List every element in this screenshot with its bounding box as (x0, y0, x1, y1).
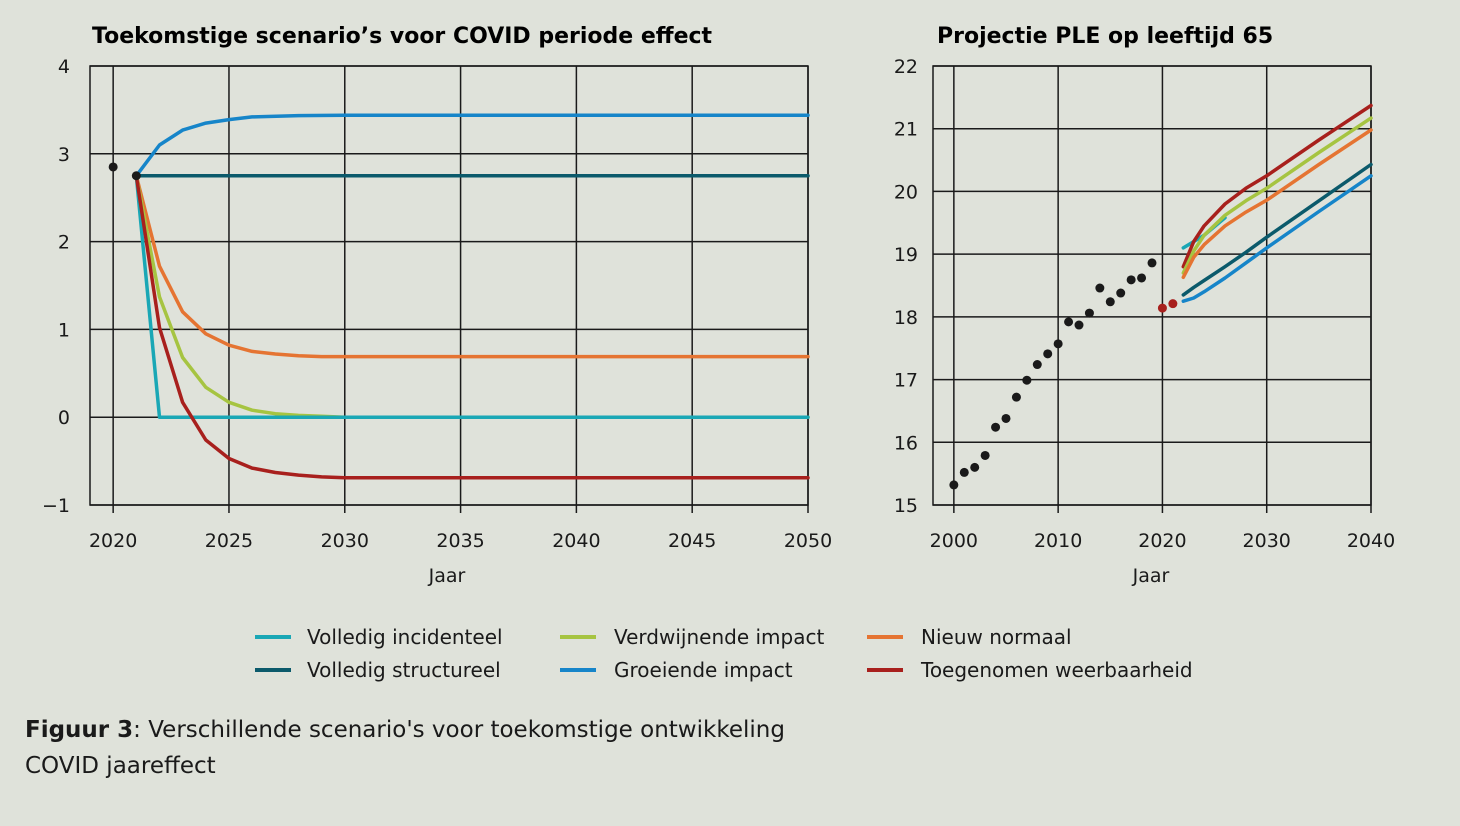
data-point (1147, 258, 1157, 268)
chart-title: Projectie PLE op leeftijd 65 (937, 24, 1273, 49)
data-point (970, 462, 980, 472)
data-point (1084, 308, 1094, 318)
data-point (1011, 392, 1021, 402)
x-tick-label: 2040 (552, 530, 600, 552)
plot-frame (932, 65, 1372, 506)
y-tick-label: 3 (58, 144, 70, 166)
chart-title: Toekomstige scenario’s voor COVID period… (92, 24, 713, 49)
x-axis-label: Jaar (428, 565, 466, 587)
data-point (980, 450, 990, 460)
legend-label: Volledig structureel (307, 658, 501, 682)
y-tick-label: 2 (58, 232, 70, 254)
x-tick-label: 2045 (668, 530, 716, 552)
series-line-groeiende-impact (1181, 174, 1373, 303)
x-axis-label: Jaar (1132, 565, 1170, 587)
y-tick-label: 15 (894, 495, 918, 517)
x-tick-label: 2030 (1243, 530, 1291, 552)
y-tick-label: −1 (42, 495, 70, 517)
legend-label: Groeiende impact (614, 658, 793, 682)
data-point (1168, 299, 1178, 309)
legend-label: Toegenomen weerbaarheid (920, 658, 1193, 682)
x-tick-label: 2010 (1034, 530, 1082, 552)
y-tick-label: 20 (894, 181, 918, 203)
legend-label: Volledig incidenteel (307, 625, 503, 649)
x-tick-label: 2030 (321, 530, 369, 552)
data-point (1105, 297, 1115, 307)
data-point (949, 480, 959, 490)
x-tick-label: 2000 (930, 530, 978, 552)
data-point (1001, 413, 1011, 423)
legend: Volledig incidenteel Verdwijnende impact N… (255, 625, 1193, 682)
series-line-nieuw-normaal (1181, 128, 1373, 280)
series-line-toegenomen-weerbaarheid (1181, 103, 1373, 269)
data-point (1032, 360, 1042, 370)
y-tick-label: 19 (894, 244, 918, 266)
data-point (1095, 283, 1105, 293)
data-point (131, 171, 141, 181)
data-point (1064, 317, 1074, 327)
legend-label: Nieuw normaal (921, 625, 1072, 649)
data-point (108, 162, 118, 172)
x-tick-label: 2040 (1347, 530, 1395, 552)
data-point (1126, 275, 1136, 285)
plot-frame (89, 65, 809, 506)
data-point (1116, 288, 1126, 298)
figure-caption: Figuur 3: Verschillende scenario's voor … (25, 712, 825, 784)
y-tick-label: 17 (894, 370, 918, 392)
data-point (1074, 320, 1084, 330)
series-line-verdwijnende-impact (134, 174, 810, 419)
legend-label: Verdwijnende impact (614, 625, 824, 649)
y-tick-label: 16 (894, 432, 918, 454)
data-point (1043, 349, 1053, 359)
series-line-volledig-incidenteel (134, 174, 810, 419)
y-tick-label: 1 (58, 319, 70, 341)
series-line-verdwijnende-impact (1181, 116, 1373, 275)
data-point (1157, 303, 1167, 313)
series-line-groeiende-impact (134, 113, 810, 178)
x-tick-label: 2020 (89, 530, 137, 552)
data-point (959, 467, 969, 477)
data-point (991, 422, 1001, 432)
series-line-nieuw-normaal (134, 174, 810, 359)
chart-1: Toekomstige scenario’s voor COVID period… (42, 24, 832, 587)
y-tick-label: 21 (894, 119, 918, 141)
chart-2: Projectie PLE op leeftijd 65 15 16 17 18 19 20… (894, 24, 1395, 587)
y-tick-label: 0 (58, 407, 70, 429)
data-point (1022, 375, 1032, 385)
y-tick-label: 18 (894, 307, 918, 329)
x-tick-label: 2025 (205, 530, 253, 552)
y-tick-label: 4 (58, 56, 70, 78)
y-tick-label: 22 (894, 56, 918, 78)
x-tick-label: 2035 (436, 530, 484, 552)
caption-label: Figuur 3 (25, 717, 134, 743)
caption-text: : Verschillende scenario's voor toekomst… (25, 717, 785, 779)
series-line-toegenomen-weerbaarheid (134, 174, 810, 480)
x-tick-label: 2050 (784, 530, 832, 552)
data-point (1053, 339, 1063, 349)
x-tick-label: 2020 (1138, 530, 1186, 552)
data-point (1137, 273, 1147, 283)
series-line-volledig-structureel (1181, 162, 1373, 297)
